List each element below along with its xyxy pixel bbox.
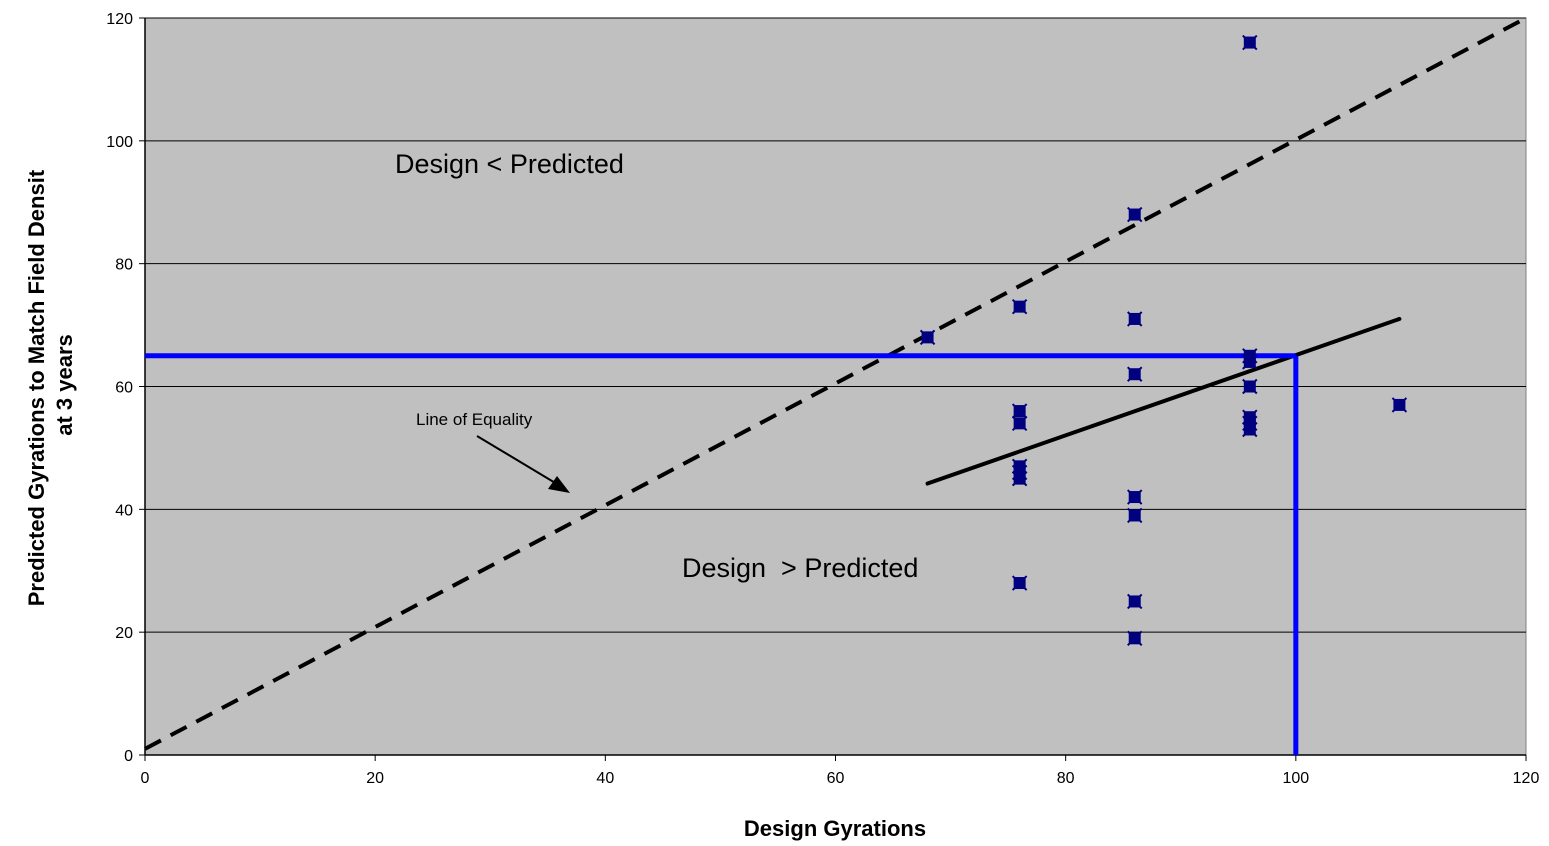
x-tick-label: 20	[366, 770, 384, 787]
x-tick-label: 0	[141, 770, 150, 787]
y-tick-label: 100	[106, 134, 133, 151]
data-point-cross	[1011, 575, 1028, 591]
data-point	[1011, 403, 1028, 419]
y-tick-label: 60	[115, 380, 133, 397]
data-point-cross	[1242, 354, 1258, 370]
data-point	[1391, 397, 1408, 413]
data-point-cross	[1011, 298, 1028, 315]
data-point-cross	[1127, 206, 1143, 223]
data-point	[1242, 421, 1258, 438]
y-tick-label: 40	[115, 502, 133, 519]
data-point	[1127, 507, 1143, 524]
data-point-cross	[1127, 366, 1143, 382]
y-tick-label: 20	[115, 625, 133, 642]
data-point	[1127, 593, 1143, 610]
x-tick-labels: 0 20 40 60 80 100 120	[141, 770, 1540, 787]
data-point-cross	[1242, 34, 1258, 51]
y-tick-label: 0	[124, 748, 133, 765]
trend-line	[925, 316, 1402, 486]
data-point	[1127, 630, 1143, 647]
data-point-cross	[919, 329, 936, 346]
equality-line-label: Line of Equality	[416, 410, 533, 429]
data-point-cross	[1011, 470, 1028, 487]
lines	[144, 16, 1527, 755]
data-point-cross	[1127, 630, 1143, 647]
data-point-cross	[1127, 489, 1143, 505]
x-tick-label: 60	[827, 770, 845, 787]
data-point	[1011, 470, 1028, 487]
data-point	[1127, 366, 1143, 382]
data-point	[1011, 298, 1028, 315]
data-point-cross	[1391, 397, 1408, 413]
data-points	[919, 34, 1408, 647]
y-axis-title: Predicted Gyrations to Match Field Densi…	[24, 164, 77, 607]
data-point-cross	[1127, 593, 1143, 610]
data-point	[919, 329, 936, 346]
data-point	[1127, 311, 1143, 327]
data-point	[1011, 415, 1028, 432]
data-point	[1242, 378, 1258, 395]
lower-region-label: Design > Predicted	[682, 553, 918, 583]
data-point	[1242, 34, 1258, 51]
x-axis-title: Design Gyrations	[744, 816, 926, 841]
y-tick-labels: 0 20 40 60 80 100 120	[106, 11, 133, 765]
data-point	[1127, 489, 1143, 505]
y-tick-label: 120	[106, 11, 133, 28]
y-axis-title-line-2: at 3 years	[52, 334, 77, 436]
y-tick-label: 80	[115, 257, 133, 274]
data-point-cross	[1242, 421, 1258, 438]
data-point-cross	[1127, 507, 1143, 524]
y-axis-title-line-1: Predicted Gyrations to Match Field Densi…	[24, 169, 49, 606]
data-point	[1242, 354, 1258, 370]
upper-region-label: Design < Predicted	[395, 149, 624, 179]
x-tick-label: 40	[596, 770, 614, 787]
data-point-cross	[1127, 311, 1143, 327]
data-point	[1127, 206, 1143, 223]
x-tick-label: 100	[1282, 770, 1309, 787]
equality-arrow	[476, 435, 570, 493]
x-tick-label: 80	[1057, 770, 1075, 787]
data-point	[1011, 575, 1028, 591]
x-tick-label: 120	[1513, 770, 1540, 787]
data-point-cross	[1011, 403, 1028, 419]
data-point-cross	[1242, 378, 1258, 395]
data-point-cross	[1011, 415, 1028, 432]
